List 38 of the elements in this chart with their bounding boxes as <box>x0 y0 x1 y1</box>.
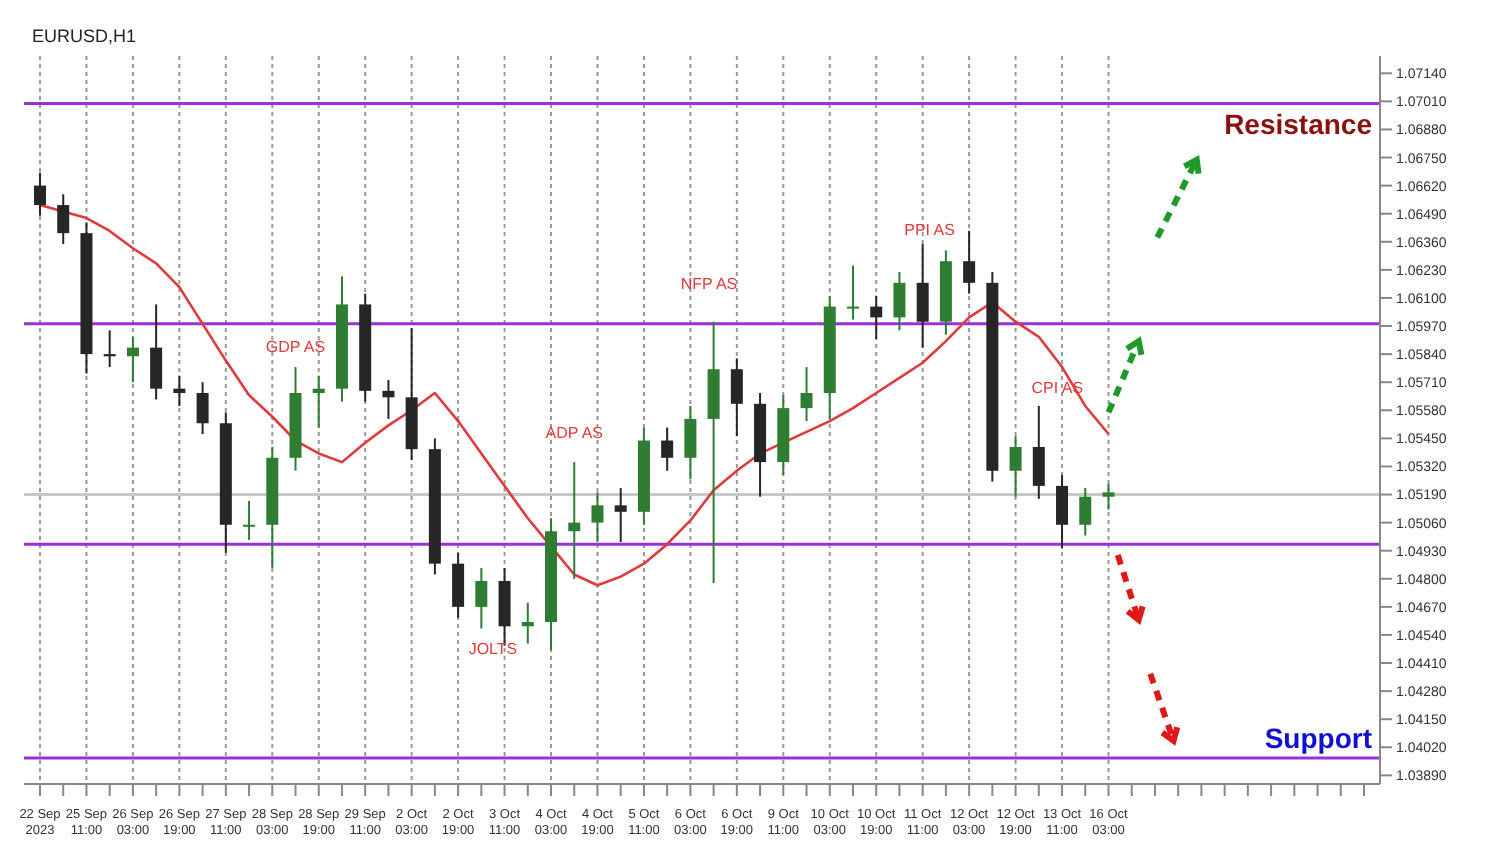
annotation: PPI AS <box>904 221 955 240</box>
candlestick <box>800 366 813 423</box>
annotation: JOLTS <box>468 640 518 659</box>
candlestick <box>568 461 581 580</box>
candlestick <box>916 242 929 349</box>
candlestick <box>684 404 697 481</box>
candlestick <box>521 601 534 645</box>
candlestick <box>103 329 116 369</box>
candlestick <box>870 294 883 340</box>
candlestick <box>452 551 465 619</box>
candlestick <box>196 381 209 436</box>
candlestick <box>1056 474 1069 550</box>
candlestick <box>846 264 859 321</box>
annotation: NFP AS <box>680 275 738 294</box>
candlestick <box>893 271 906 332</box>
candlestick <box>1009 435 1022 498</box>
candlestick <box>730 357 743 438</box>
annotation: ADP AS <box>545 424 604 443</box>
candlestick <box>475 566 488 630</box>
ref-line-label: Resistance <box>1224 107 1373 140</box>
candlestick <box>661 426 674 472</box>
candlestick <box>1079 487 1092 537</box>
chart-title: EURUSD,H1 <box>32 26 137 46</box>
ref-line-label: Support <box>1264 722 1373 755</box>
candlestick <box>591 491 604 544</box>
candlestick <box>614 487 627 544</box>
candlestick <box>963 229 976 295</box>
candlestick <box>243 500 256 541</box>
candlestick <box>57 193 70 245</box>
candlestick <box>126 335 139 384</box>
candlestick <box>34 171 46 217</box>
candlestick <box>1032 404 1045 500</box>
candlestick <box>150 303 163 401</box>
candlestick <box>173 374 186 407</box>
candlestick <box>312 374 325 429</box>
annotation: GDP AS <box>265 337 326 356</box>
candlestick <box>382 379 395 420</box>
candlestick <box>1102 482 1115 511</box>
